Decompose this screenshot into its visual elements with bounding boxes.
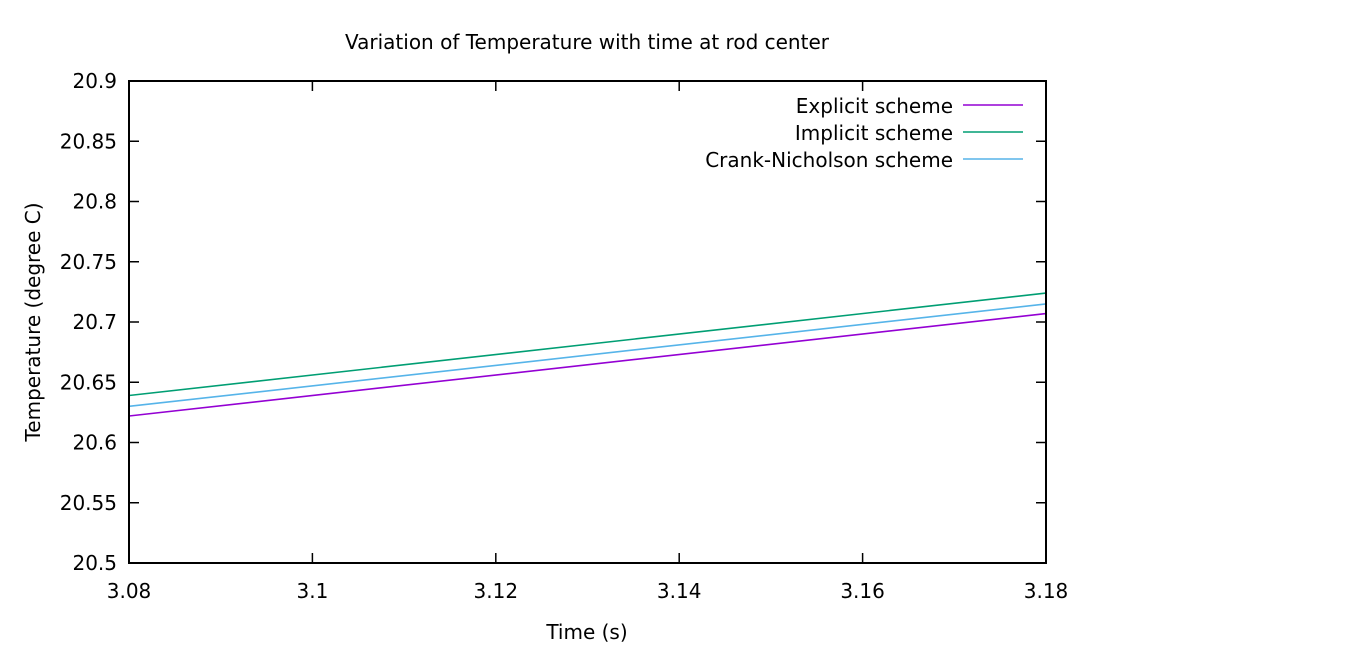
y-axis-ticks: 20.5 20.55 20.6 20.65 20.7 20.75 20.8 20.85 20.9 [60, 69, 1046, 575]
legend: Explicit scheme Implicit scheme Crank-Nich… [705, 94, 1023, 172]
y-tick-label: 20.6 [72, 431, 117, 455]
y-tick-label: 20.7 [72, 310, 117, 334]
legend-label-crank-nicholson-scheme: Crank-Nicholson scheme [705, 148, 953, 172]
chart-title: Variation of Temperature with time at ro… [345, 30, 830, 54]
x-tick-label: 3.1 [296, 579, 328, 603]
y-tick-label: 20.5 [72, 551, 117, 575]
x-axis-ticks: 3.08 3.1 3.12 3.14 3.16 3.18 [107, 81, 1069, 603]
series-line-explicit-scheme [128, 312, 1047, 417]
y-tick-label: 20.8 [72, 190, 117, 214]
x-tick-label: 3.14 [657, 579, 702, 603]
y-tick-label: 20.55 [60, 491, 117, 515]
y-axis-label: Temperature (degree C) [21, 202, 45, 442]
series-line-crank-nicholson-scheme [128, 303, 1047, 408]
series-line-implicit-scheme [128, 292, 1047, 397]
x-tick-label: 3.16 [840, 579, 885, 603]
y-tick-label: 20.75 [60, 250, 117, 274]
y-tick-label: 20.65 [60, 370, 117, 394]
x-tick-label: 3.08 [107, 579, 152, 603]
legend-label-implicit-scheme: Implicit scheme [795, 121, 953, 145]
y-tick-label: 20.9 [72, 69, 117, 93]
legend-label-explicit-scheme: Explicit scheme [796, 94, 953, 118]
y-tick-label: 20.85 [60, 129, 117, 153]
x-tick-label: 3.18 [1024, 579, 1069, 603]
series-layer [128, 292, 1047, 417]
x-tick-label: 3.12 [474, 579, 519, 603]
x-axis-label: Time (s) [545, 620, 627, 644]
